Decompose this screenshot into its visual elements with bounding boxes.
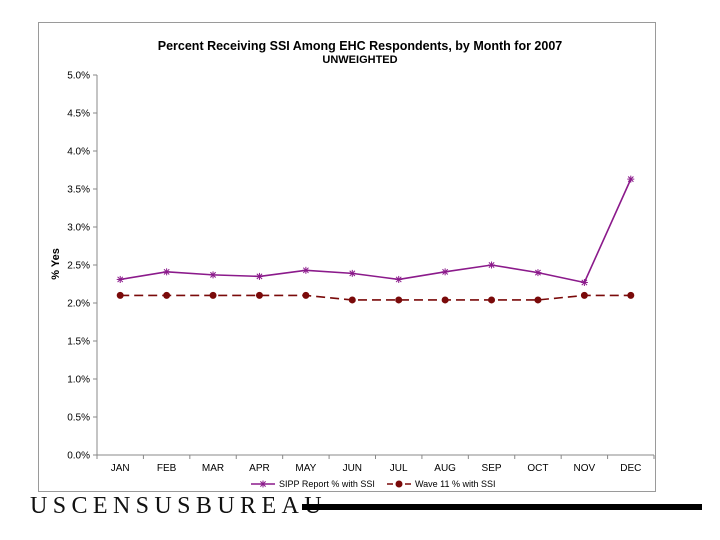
series-2-point — [580, 291, 588, 299]
series-line-2 — [120, 294, 631, 301]
series-2-point — [116, 291, 124, 299]
series-2-point — [302, 291, 310, 299]
series-1-point — [302, 266, 310, 274]
x-tick-label: JUL — [390, 463, 408, 474]
x-tick-label: DEC — [620, 463, 641, 474]
series-1-point — [534, 269, 542, 277]
y-tick-label: 2.5% — [67, 261, 90, 272]
series-2-point — [488, 296, 496, 304]
series-2-point — [627, 291, 635, 299]
x-tick-label: MAY — [295, 463, 316, 474]
y-tick-label: 1.5% — [67, 337, 90, 348]
chart-frame: Percent Receiving SSI Among EHC Responde… — [38, 22, 656, 492]
series-2-point — [441, 296, 449, 304]
series-1-point — [348, 269, 356, 277]
series-1-point — [488, 261, 496, 269]
legend-swatch-marker — [259, 480, 267, 488]
x-tick-label: JUN — [343, 463, 362, 474]
y-tick-label: 4.0% — [67, 147, 90, 158]
series-line-1 — [120, 178, 632, 284]
series-1-point — [163, 268, 171, 276]
chart-subtitle: UNWEIGHTED — [322, 54, 397, 66]
x-tick-label: MAR — [202, 463, 224, 474]
x-tick-label: OCT — [527, 463, 548, 474]
y-tick-label: 0.0% — [67, 451, 90, 462]
y-tick-label: 1.0% — [67, 375, 90, 386]
x-tick-label: SEP — [482, 463, 502, 474]
y-axis-title: % Yes — [50, 248, 62, 280]
chart-title: Percent Receiving SSI Among EHC Responde… — [158, 39, 563, 53]
x-tick-label: NOV — [574, 463, 596, 474]
series-1-point — [116, 275, 124, 283]
y-tick-label: 3.5% — [67, 185, 90, 196]
y-tick-label: 3.0% — [67, 223, 90, 234]
plot-area: 0.0% 0.5% 1.0% 1.5% 2.0% 2.5% 3.0% 3.5% 4.0% 4.5%… — [67, 71, 655, 474]
series-1-point — [209, 271, 217, 279]
footer-bar — [302, 504, 702, 510]
x-tick-label: AUG — [434, 463, 456, 474]
series-2-point — [163, 291, 171, 299]
legend-label: SIPP Report % with SSI — [279, 479, 375, 489]
x-tick-label: FEB — [157, 463, 177, 474]
series-2-point — [209, 291, 217, 299]
chart-svg: Percent Receiving SSI Among EHC Responde… — [50, 39, 655, 489]
series-1-point — [395, 275, 403, 283]
y-tick-label: 5.0% — [67, 71, 90, 82]
x-tick-label: JAN — [111, 463, 130, 474]
y-tick-label: 2.0% — [67, 299, 90, 310]
y-tick-label: 4.5% — [67, 109, 90, 120]
series-1-point — [441, 268, 449, 276]
series-2-point — [255, 291, 263, 299]
y-tick-label: 0.5% — [67, 413, 90, 424]
series-1-point — [627, 175, 635, 183]
series-2-point — [348, 296, 356, 304]
series-1-point — [580, 278, 588, 286]
series-2-point — [395, 296, 403, 304]
census-bureau-logo: USCENSUSBUREAU — [30, 493, 327, 519]
series-2-point — [534, 296, 542, 304]
legend: SIPP Report % with SSI Wave 11 % with SSI — [251, 479, 496, 489]
x-tick-label: APR — [249, 463, 270, 474]
legend-swatch-marker — [395, 480, 403, 488]
legend-label: Wave 11 % with SSI — [415, 479, 496, 489]
series-1-point — [255, 272, 263, 280]
